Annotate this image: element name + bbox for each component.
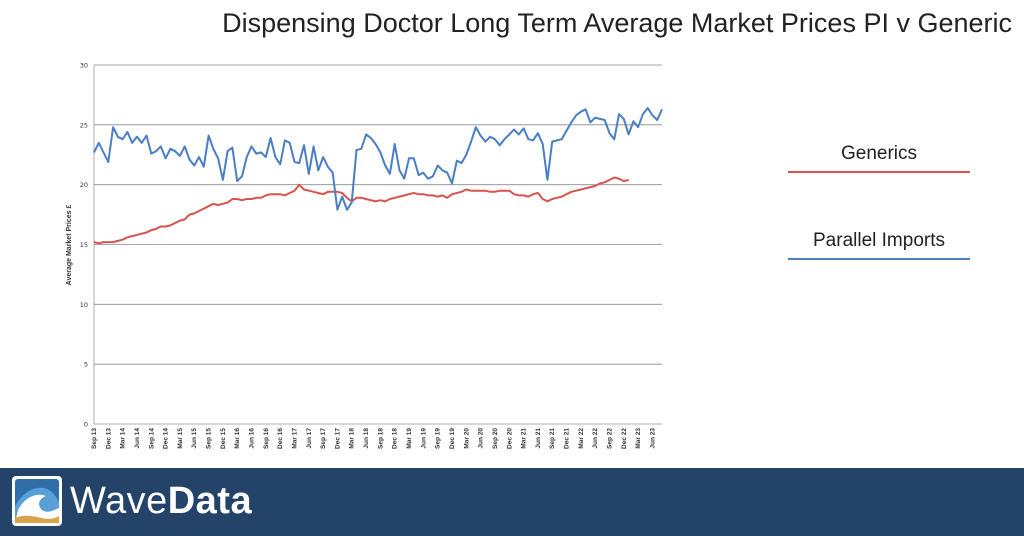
x-tick-label: Dec 22 <box>621 428 628 449</box>
x-tick-label: Mar 21 <box>521 428 528 449</box>
x-tick-label: Dec 18 <box>392 428 399 449</box>
x-tick-label: Jun 21 <box>535 428 542 449</box>
legend-item-parallel-imports: Parallel Imports <box>788 230 970 260</box>
x-tick-label: Sep 15 <box>206 428 213 449</box>
x-tick-label: Jun 16 <box>249 428 256 449</box>
x-tick-label: Jun 19 <box>420 428 427 449</box>
legend-item-generics: Generics <box>788 143 970 173</box>
x-tick-label: Mar 16 <box>234 428 241 449</box>
footer-banner: WaveData <box>0 468 1024 536</box>
x-tick-label: Jun 15 <box>191 428 198 449</box>
y-tick-label: 5 <box>84 361 88 369</box>
x-tick-label: Sep 20 <box>492 428 499 449</box>
brand-name-light: Wave <box>70 480 168 522</box>
y-tick-label: 20 <box>80 181 88 189</box>
x-tick-label: Dec 17 <box>334 428 341 449</box>
x-tick-label: Dec 20 <box>506 428 513 449</box>
x-tick-label: Sep 17 <box>320 428 327 449</box>
x-tick-label: Sep 21 <box>549 428 556 449</box>
x-tick-label: Dec 13 <box>105 428 112 449</box>
x-tick-label: Sep 18 <box>377 428 384 449</box>
x-tick-label: Mar 19 <box>406 428 413 449</box>
brand-name[interactable]: WaveData <box>70 480 252 523</box>
y-axis-label: Average Market Prices £ <box>66 205 73 286</box>
x-tick-label: Mar 22 <box>578 428 585 449</box>
wave-logo-icon <box>12 476 62 526</box>
x-tick-label: Sep 14 <box>148 428 155 449</box>
chart-series <box>93 107 663 245</box>
x-tick-labels: Sep 13 Dec 13 Mar 14 Jun 14 Sep 14 Dec 14 Mar … <box>91 428 656 449</box>
legend-label-generics: Generics <box>840 143 918 164</box>
x-tick-label: Jun 20 <box>478 428 485 449</box>
x-tick-label: Jun 17 <box>306 428 313 449</box>
y-tick-label: 10 <box>80 301 88 309</box>
x-tick-label: Dec 16 <box>277 428 284 449</box>
x-tick-label: Jun 18 <box>363 428 370 449</box>
y-tick-label: 25 <box>80 121 88 129</box>
x-tick-label: Jun 22 <box>592 428 599 449</box>
x-tick-label: Dec 15 <box>220 428 227 449</box>
x-tick-label: Sep 22 <box>606 428 613 449</box>
x-tick-label: Dec 14 <box>163 428 170 449</box>
x-tick-label: Mar 17 <box>291 428 298 449</box>
legend-swatch-generics <box>788 171 970 173</box>
x-tick-label: Sep 13 <box>91 428 98 449</box>
x-tick-label: Dec 21 <box>564 428 571 449</box>
x-tick-label: Dec 19 <box>449 428 456 449</box>
series-line-parallel-imports <box>93 107 663 211</box>
legend-label-parallel-imports: Parallel Imports <box>813 230 945 251</box>
x-tick-label: Sep 16 <box>263 428 270 449</box>
x-tick-label: Mar 23 <box>635 428 642 449</box>
y-tick-label: 30 <box>80 62 88 70</box>
x-tick-label: Mar 15 <box>177 428 184 449</box>
y-tick-label: 0 <box>84 421 88 429</box>
x-tick-label: Sep 19 <box>435 428 442 449</box>
x-tick-label: Jun 23 <box>649 428 656 449</box>
series-line-generics <box>93 176 629 245</box>
chart-title: Dispensing Doctor Long Term Average Mark… <box>222 8 1012 38</box>
x-tick-label: Mar 14 <box>120 428 127 449</box>
y-tick-label: 15 <box>80 241 88 249</box>
legend-swatch-parallel-imports <box>788 258 970 260</box>
brand-name-bold: Data <box>167 480 253 522</box>
x-tick-label: Jun 14 <box>134 428 141 449</box>
x-tick-label: Mar 18 <box>349 428 356 449</box>
x-tick-label: Mar 20 <box>463 428 470 449</box>
chart-gridlines <box>93 64 662 425</box>
y-tick-labels: 0 5 10 15 20 25 30 <box>80 62 88 429</box>
